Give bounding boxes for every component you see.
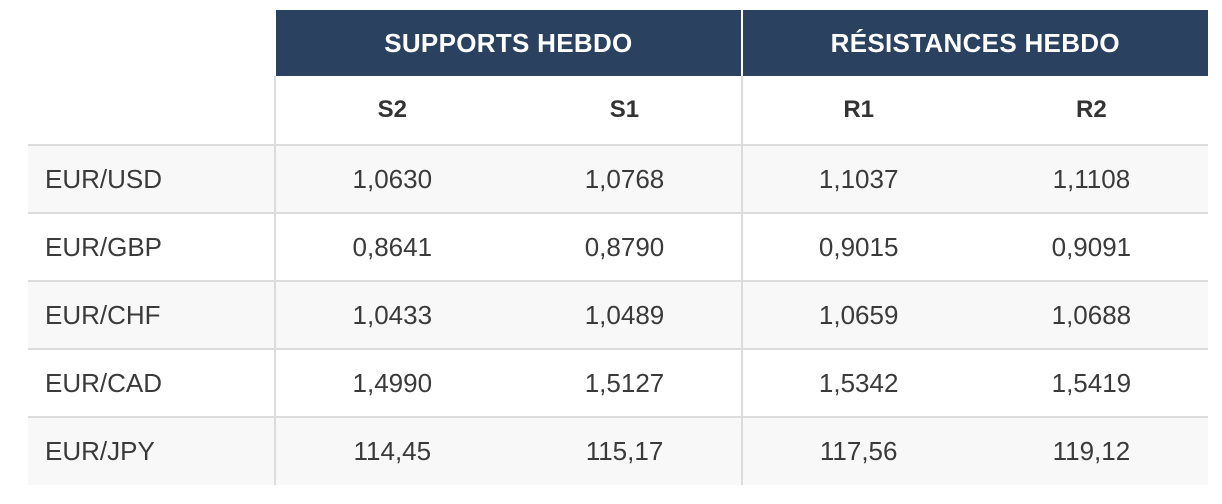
r2-value-cell: 0,9091 [974, 213, 1208, 282]
resistances-group-header: RÉSISTANCES HEBDO [740, 10, 1208, 76]
table-row: EUR/CAD 1,4990 1,5127 1,5342 1,5419 [28, 349, 1208, 418]
r2-value-cell: 119,12 [974, 417, 1208, 485]
s2-value-cell: 0,8641 [274, 213, 509, 282]
r1-value-cell: 1,5342 [740, 349, 975, 418]
currency-pair-cell: EUR/CAD [28, 349, 276, 418]
weekly-levels-table: SUPPORTS HEBDO RÉSISTANCES HEBDO S2 S1 R… [28, 10, 1208, 485]
s2-value-cell: 1,4990 [274, 349, 509, 418]
column-header-r1: R1 [740, 76, 975, 146]
table-row: EUR/GBP 0,8641 0,8790 0,9015 0,9091 [28, 213, 1208, 282]
s2-value-cell: 114,45 [274, 417, 509, 485]
r2-value-cell: 1,1108 [974, 145, 1208, 214]
s1-value-cell: 1,0489 [508, 281, 742, 350]
table-row: EUR/USD 1,0630 1,0768 1,1037 1,1108 [28, 145, 1208, 214]
r2-value-cell: 1,5419 [974, 349, 1208, 418]
currency-pair-cell: EUR/GBP [28, 213, 276, 282]
group-header-row: SUPPORTS HEBDO RÉSISTANCES HEBDO [28, 10, 1208, 76]
currency-pair-cell: EUR/JPY [28, 417, 276, 485]
table-row: EUR/JPY 114,45 115,17 117,56 119,12 [28, 417, 1208, 485]
supports-group-header: SUPPORTS HEBDO [274, 10, 742, 76]
s1-value-cell: 115,17 [508, 417, 742, 485]
column-header-r2: R2 [974, 76, 1208, 146]
s1-value-cell: 1,5127 [508, 349, 742, 418]
level-header-row: S2 S1 R1 R2 [28, 76, 1208, 146]
currency-pair-cell: EUR/USD [28, 145, 276, 214]
r1-value-cell: 0,9015 [740, 213, 975, 282]
column-header-s1: S1 [508, 76, 742, 146]
s2-value-cell: 1,0433 [274, 281, 509, 350]
r1-value-cell: 1,1037 [740, 145, 975, 214]
s2-value-cell: 1,0630 [274, 145, 509, 214]
table-row: EUR/CHF 1,0433 1,0489 1,0659 1,0688 [28, 281, 1208, 350]
s1-value-cell: 1,0768 [508, 145, 742, 214]
pivot-levels-table-container: SUPPORTS HEBDO RÉSISTANCES HEBDO S2 S1 R… [28, 10, 1208, 485]
r1-value-cell: 1,0659 [740, 281, 975, 350]
r1-value-cell: 117,56 [740, 417, 975, 485]
corner-cell [28, 76, 276, 146]
corner-cell [28, 10, 276, 76]
r2-value-cell: 1,0688 [974, 281, 1208, 350]
column-header-s2: S2 [274, 76, 509, 146]
s1-value-cell: 0,8790 [508, 213, 742, 282]
currency-pair-cell: EUR/CHF [28, 281, 276, 350]
